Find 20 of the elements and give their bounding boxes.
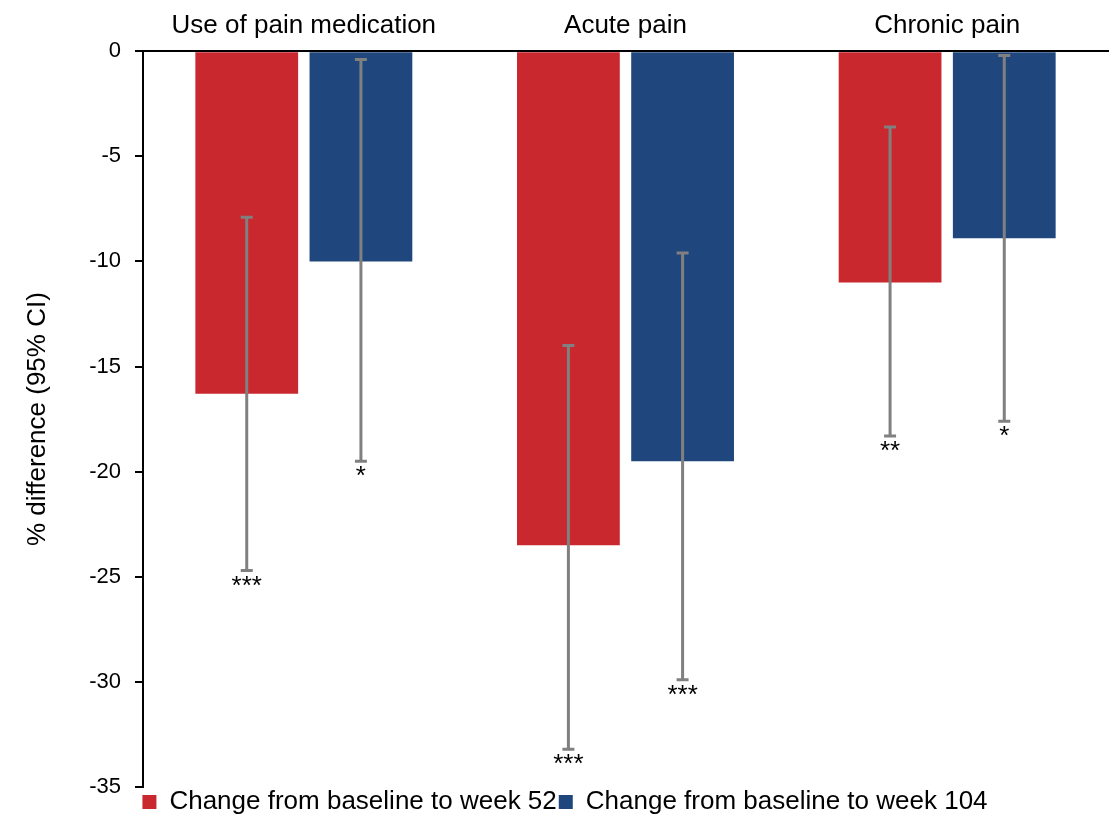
legend-label: Change from baseline to week 104 — [585, 785, 988, 816]
annotation: * — [999, 420, 1010, 451]
y-tick-label: -35 — [89, 773, 121, 799]
x-tick-label: Chronic pain — [874, 8, 1021, 39]
x-tick-label: Acute pain — [564, 8, 687, 39]
y-tick-label: -20 — [89, 457, 121, 483]
x-tick-label: Use of pain medication — [171, 8, 437, 39]
annotation: *** — [553, 748, 584, 779]
annotation: *** — [231, 569, 262, 600]
annotation: ** — [879, 435, 901, 466]
y-tick-label: -10 — [89, 247, 121, 273]
legend-label: Change from baseline to week 52 — [169, 785, 557, 816]
y-axis-title: % difference (95% CI) — [20, 292, 51, 547]
y-tick-label: -30 — [89, 667, 121, 693]
annotation: * — [355, 460, 366, 491]
y-tick-label: -25 — [89, 562, 121, 588]
y-tick-label: -15 — [89, 352, 121, 378]
y-tick-label: 0 — [108, 37, 121, 63]
annotation: *** — [667, 678, 698, 709]
y-tick-label: -5 — [101, 142, 121, 168]
